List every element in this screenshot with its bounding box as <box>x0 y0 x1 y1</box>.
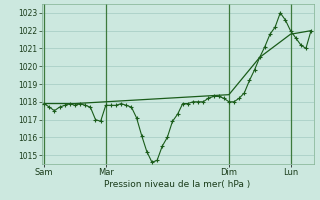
X-axis label: Pression niveau de la mer( hPa ): Pression niveau de la mer( hPa ) <box>104 180 251 189</box>
